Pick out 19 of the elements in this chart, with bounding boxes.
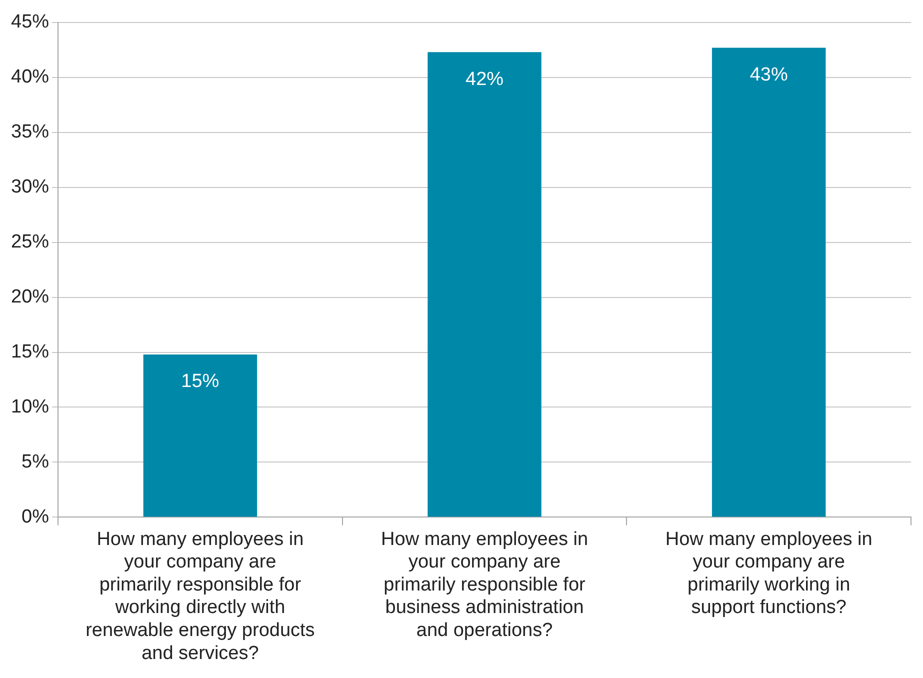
x-tick-label: How many employees in your company are primarily responsible for working directly with renewable energy products and services? [86,528,315,664]
data-label: 15% [181,371,220,392]
y-tick-label: 5% [22,451,50,472]
y-tick-label: 10% [10,396,50,418]
y-tick-label: 40% [10,66,50,88]
y-tick-label: 30% [10,176,50,198]
bar [143,354,258,517]
y-tick-label: 35% [10,122,50,143]
y-tick-label: 45% [10,12,50,33]
y-tick-label: 25% [10,232,50,253]
y-tick-label: 0% [22,506,50,528]
y-tick-label: 15% [10,342,50,362]
x-tick-label: How many employees in your company are primarily responsible for business administration and operations? [381,528,588,642]
y-tick-label: 20% [10,286,50,308]
bar [428,52,542,517]
data-label: 43% [750,64,788,86]
bar [712,48,826,517]
x-tick-label: How many employees in your company are primarily working in support functions? [665,528,872,618]
data-label: 42% [466,68,504,90]
